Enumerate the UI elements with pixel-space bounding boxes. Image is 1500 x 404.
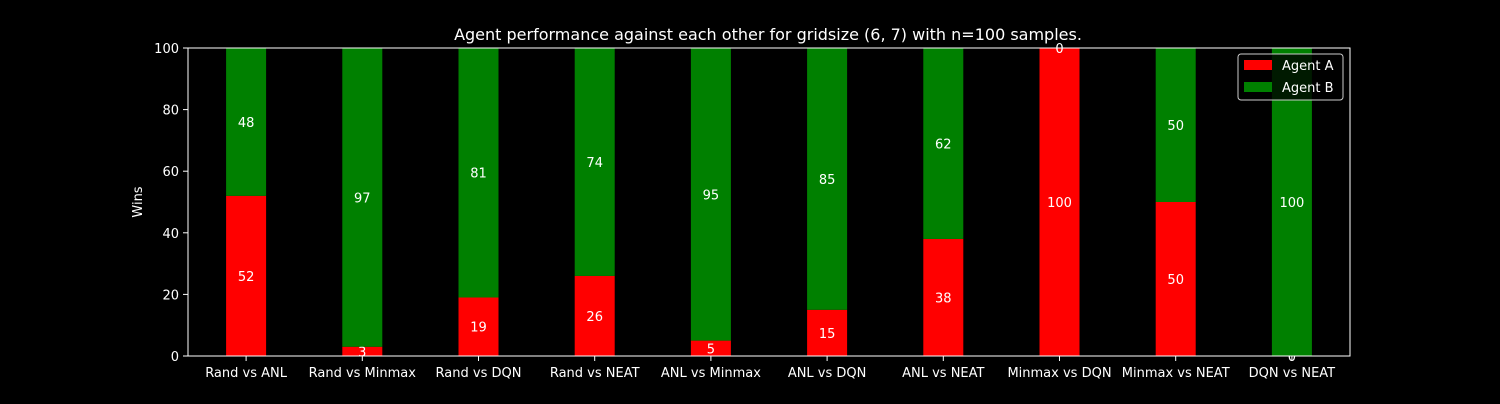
y-tick-label: 80 (162, 104, 179, 119)
bar-agent-a (1039, 48, 1080, 356)
bar-agent-b (923, 48, 964, 239)
y-axis-label: Wins (131, 186, 146, 217)
data-label: 19 (470, 321, 487, 336)
legend-swatch (1244, 82, 1272, 92)
x-tick-label: Rand vs NEAT (550, 366, 640, 381)
bar-agent-b (1155, 48, 1196, 202)
data-label: 100 (1279, 196, 1304, 211)
x-tick-label: Rand vs ANL (205, 366, 288, 381)
bar-agent-a (458, 297, 499, 356)
y-tick-label: 0 (171, 350, 179, 365)
y-tick-label: 20 (162, 288, 179, 303)
x-tick-label: ANL vs Minmax (661, 366, 761, 381)
data-label: 26 (586, 310, 603, 325)
bar-agent-a (923, 238, 964, 356)
x-tick-label: ANL vs NEAT (902, 366, 984, 381)
x-tick-label: ANL vs DQN (788, 366, 867, 381)
bar-agent-b (226, 48, 267, 196)
x-tick-label: Rand vs DQN (436, 366, 522, 381)
data-label: 50 (1167, 119, 1184, 134)
data-label: 85 (819, 173, 836, 188)
data-label: 0 (1055, 42, 1063, 57)
axes-frame (187, 47, 1351, 357)
y-tick-label: 100 (154, 42, 179, 57)
bar-agent-a (342, 346, 383, 356)
bar-agent-a (226, 195, 267, 356)
y-tick-label: 60 (162, 165, 179, 180)
chart-title: Agent performance against each other for… (454, 25, 1082, 44)
data-label: 38 (935, 291, 952, 306)
bar-agent-a (574, 275, 615, 356)
data-label: 74 (586, 156, 603, 171)
x-tick-label: DQN vs NEAT (1249, 366, 1336, 381)
bar-agent-b (342, 48, 383, 347)
legend-label: Agent B (1282, 81, 1334, 96)
data-label: 50 (1167, 273, 1184, 288)
x-tick-label: Minmax vs NEAT (1122, 366, 1230, 381)
data-label: 5 (707, 342, 715, 357)
bar-agent-b (807, 48, 848, 310)
bar-agent-a (807, 309, 848, 356)
bar-agent-a (1155, 202, 1196, 356)
x-tick-label: Rand vs Minmax (309, 366, 417, 381)
data-label: 52 (238, 270, 255, 285)
bar-agent-b (690, 48, 731, 341)
x-tick-label: Minmax vs DQN (1007, 366, 1111, 381)
legend: Agent A Agent B (1237, 53, 1344, 101)
bar-agent-a (690, 340, 731, 356)
data-label: 81 (470, 167, 487, 182)
data-label: 3 (358, 345, 366, 360)
data-label: 95 (703, 188, 720, 203)
plot-area: 5248397198126745951585386210005050010002… (154, 42, 1351, 381)
data-label: 97 (354, 191, 371, 206)
bar-agent-b (458, 48, 499, 298)
data-label: 15 (819, 327, 836, 342)
bar-agent-b (574, 48, 615, 276)
data-label: 100 (1047, 196, 1072, 211)
legend-swatch (1244, 60, 1272, 70)
legend-label: Agent A (1282, 59, 1334, 74)
data-label: 48 (238, 116, 255, 131)
y-tick-label: 40 (162, 227, 179, 242)
data-label: 62 (935, 137, 952, 152)
